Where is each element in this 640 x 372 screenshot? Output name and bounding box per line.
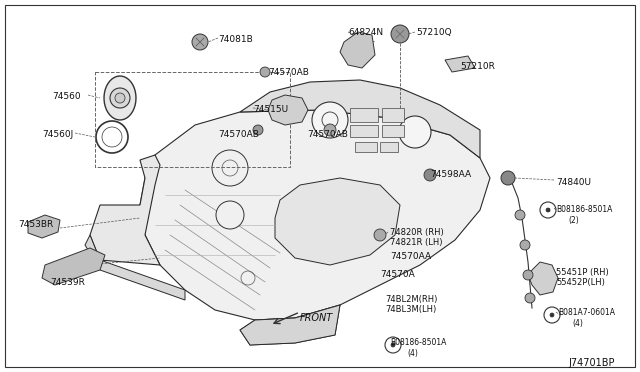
Text: 74570AB: 74570AB [268, 68, 309, 77]
Polygon shape [268, 95, 308, 125]
Text: B: B [391, 343, 395, 347]
Polygon shape [104, 76, 136, 120]
Polygon shape [90, 155, 160, 265]
Text: 74515U: 74515U [253, 105, 288, 114]
Text: 74BL3M(LH): 74BL3M(LH) [385, 305, 436, 314]
Text: 74821R (LH): 74821R (LH) [390, 238, 442, 247]
Text: (4): (4) [407, 349, 418, 358]
Text: J74701BP: J74701BP [568, 358, 615, 368]
Bar [355, 142, 377, 152]
Circle shape [550, 313, 554, 317]
Circle shape [115, 93, 125, 103]
Text: 57210Q: 57210Q [416, 28, 452, 37]
Circle shape [324, 124, 336, 136]
Circle shape [515, 210, 525, 220]
Bar [380, 142, 398, 152]
Circle shape [253, 125, 263, 135]
Polygon shape [340, 32, 375, 68]
Polygon shape [445, 56, 475, 72]
Polygon shape [85, 235, 185, 300]
Text: B: B [546, 208, 550, 212]
Text: 74570AA: 74570AA [390, 252, 431, 261]
Polygon shape [240, 305, 340, 345]
Text: B08186-8501A: B08186-8501A [556, 205, 612, 214]
Polygon shape [240, 305, 340, 345]
Text: 74BL2M(RH): 74BL2M(RH) [385, 295, 437, 304]
Text: 74570AB: 74570AB [307, 130, 348, 139]
Text: 74570A: 74570A [380, 270, 415, 279]
Text: 74840U: 74840U [556, 178, 591, 187]
Polygon shape [528, 262, 558, 295]
Text: 7453BR: 7453BR [18, 220, 53, 229]
Circle shape [216, 201, 244, 229]
Text: 64824N: 64824N [348, 28, 383, 37]
Circle shape [312, 102, 348, 138]
Circle shape [192, 34, 208, 50]
Polygon shape [140, 110, 490, 320]
Circle shape [391, 343, 395, 347]
Text: 57210R: 57210R [460, 62, 495, 71]
Bar [350, 108, 378, 122]
Bar [350, 125, 378, 137]
Circle shape [399, 116, 431, 148]
Text: 74820R (RH): 74820R (RH) [390, 228, 444, 237]
Bar [382, 108, 404, 122]
Polygon shape [28, 215, 60, 238]
Text: 55451P (RH): 55451P (RH) [556, 268, 609, 277]
Text: B08186-8501A: B08186-8501A [390, 338, 446, 347]
Bar [95, 72, 290, 167]
Circle shape [546, 208, 550, 212]
Text: 55452P(LH): 55452P(LH) [556, 278, 605, 287]
Circle shape [374, 229, 386, 241]
Text: 74560: 74560 [52, 92, 81, 101]
Circle shape [424, 169, 436, 181]
Text: 74539R: 74539R [50, 278, 85, 287]
Text: 74598AA: 74598AA [430, 170, 471, 179]
Bar [382, 125, 404, 137]
Circle shape [260, 67, 270, 77]
Circle shape [525, 293, 535, 303]
Text: 74560J: 74560J [42, 130, 73, 139]
Circle shape [520, 240, 530, 250]
Text: FRONT: FRONT [300, 313, 333, 323]
Circle shape [110, 88, 130, 108]
Text: (4): (4) [572, 319, 583, 328]
Circle shape [212, 150, 248, 186]
Text: B081A7-0601A: B081A7-0601A [558, 308, 615, 317]
Polygon shape [275, 178, 400, 265]
Circle shape [501, 171, 515, 185]
Circle shape [523, 270, 533, 280]
Polygon shape [42, 248, 105, 285]
Circle shape [391, 25, 409, 43]
Text: 74570AB: 74570AB [218, 130, 259, 139]
Text: 74081B: 74081B [218, 35, 253, 44]
Polygon shape [240, 80, 480, 158]
Text: (2): (2) [568, 216, 579, 225]
